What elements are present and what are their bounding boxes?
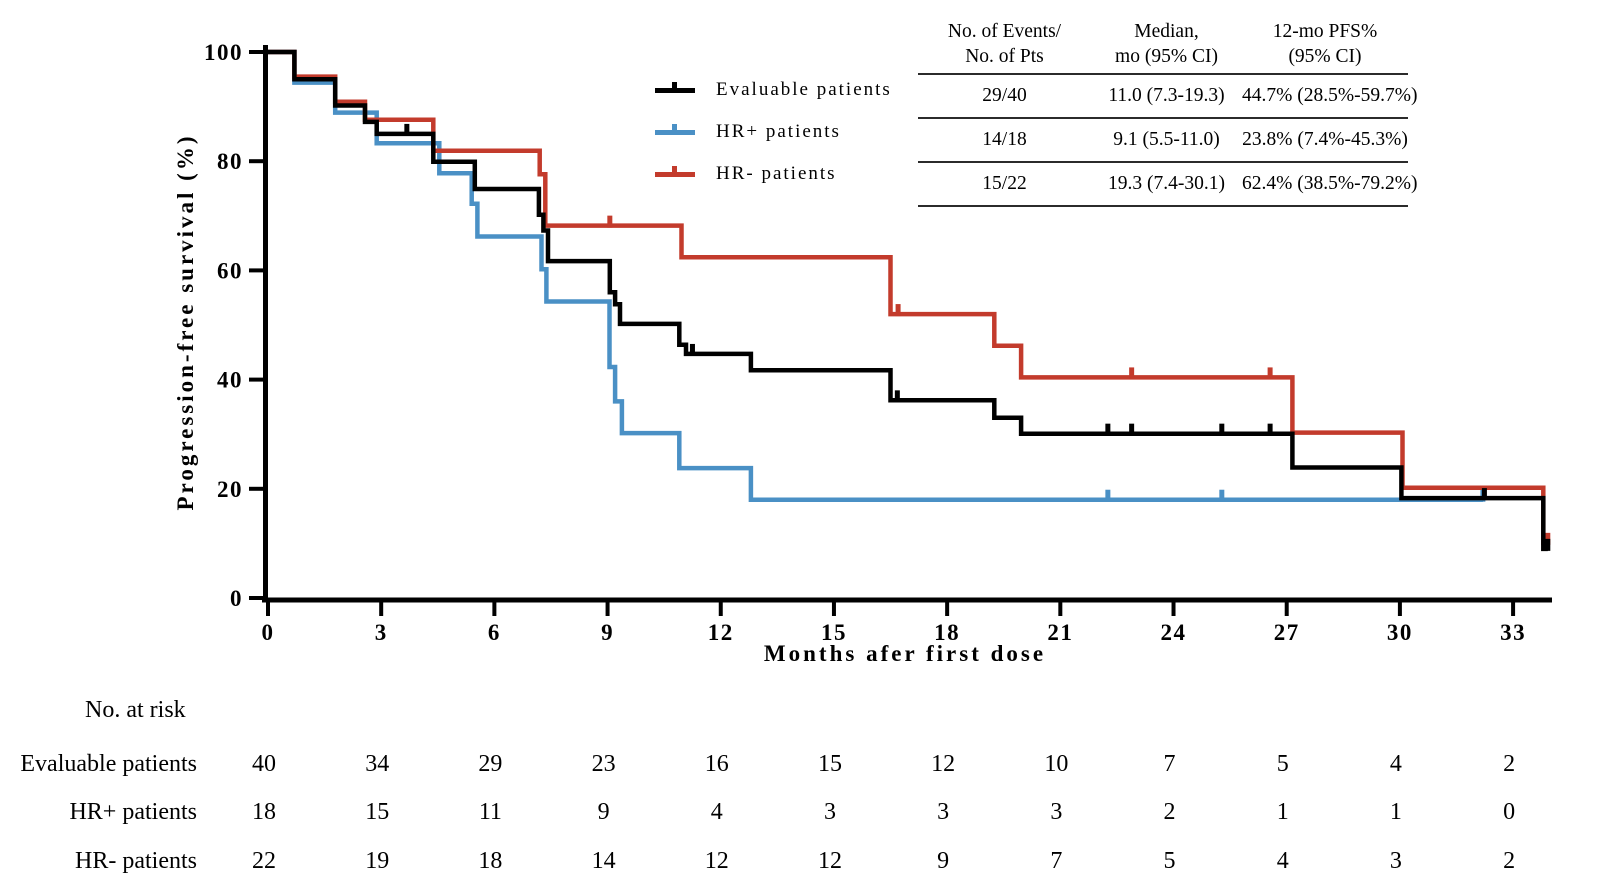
risk-value: 29 <box>478 751 503 777</box>
y-tick-label: 0 <box>230 586 243 611</box>
legend-label: Evaluable patients <box>716 79 892 100</box>
stats-row-evaluable: 29/40 11.0 (7.3-19.3) 44.7% (28.5%-59.7%… <box>918 75 1417 119</box>
survival-curve-evaluable <box>268 49 1548 552</box>
legend-item-evaluable: Evaluable patients <box>655 78 892 102</box>
survival-curve-hr-minus <box>268 49 1548 546</box>
stats-table-header: No. of Events/ No. of Pts Median, mo (95… <box>918 20 1408 75</box>
x-tick-label: 9 <box>601 620 614 645</box>
legend-label: HR- patients <box>716 163 837 184</box>
hr-minus-line-swatch-icon <box>655 165 695 177</box>
x-tick-label: 12 <box>708 620 734 645</box>
risk-value: 16 <box>704 751 729 777</box>
risk-value: 4 <box>1389 751 1402 777</box>
x-tick-label: 27 <box>1274 620 1300 645</box>
risk-value: 10 <box>1044 751 1069 777</box>
x-tick-label: 3 <box>375 620 388 645</box>
risk-value: 4 <box>1276 848 1289 874</box>
stats-row-hr-plus: 14/18 9.1 (5.5-11.0) 23.8% (7.4%-45.3%) <box>918 119 1408 163</box>
hr-plus-line-swatch-icon <box>655 123 695 135</box>
x-tick-label: 30 <box>1387 620 1413 645</box>
stats-table: No. of Events/ No. of Pts Median, mo (95… <box>918 20 1417 207</box>
risk-value: 3 <box>823 799 836 825</box>
risk-value: 19 <box>365 848 390 874</box>
risk-value: 5 <box>1163 848 1176 874</box>
risk-value: 18 <box>252 799 276 825</box>
risk-value: 18 <box>478 848 503 874</box>
risk-value: 2 <box>1503 751 1516 777</box>
stats-col-pfs12: 12-mo PFS% (95% CI) <box>1272 21 1378 67</box>
risk-value: 2 <box>1163 799 1176 825</box>
survival-curve-hr-plus <box>268 49 1483 502</box>
risk-value: 12 <box>704 848 729 874</box>
evaluable-line-swatch-icon <box>655 81 695 93</box>
risk-value: 40 <box>252 751 276 777</box>
risk-value: 22 <box>252 848 276 874</box>
x-tick-label: 33 <box>1500 620 1526 645</box>
risk-value: 7 <box>1163 751 1176 777</box>
y-tick-label: 80 <box>217 149 243 174</box>
x-axis-title: Months afer first dose <box>763 641 1047 666</box>
risk-value: 1 <box>1276 799 1289 825</box>
x-tick-label: 18 <box>934 620 960 645</box>
risk-table-title: No. at risk <box>85 697 186 723</box>
y-axis-title: Progression-free survival (%) <box>173 133 198 511</box>
x-tick-label: 21 <box>1047 620 1073 645</box>
risk-value: 12 <box>931 751 956 777</box>
risk-value: 9 <box>937 848 950 874</box>
x-tick-label: 24 <box>1161 620 1187 645</box>
x-tick-label: 15 <box>821 620 847 645</box>
risk-value: 11 <box>478 799 502 825</box>
legend-item-hr-plus: HR+ patients <box>655 120 892 144</box>
y-tick-label: 40 <box>217 368 243 393</box>
y-tick-label: 20 <box>217 477 243 502</box>
risk-value: 1 <box>1389 799 1402 825</box>
risk-value: 2 <box>1503 848 1516 874</box>
risk-value: 3 <box>1389 848 1402 874</box>
risk-value: 9 <box>597 799 610 825</box>
x-tick-label: 0 <box>262 620 275 645</box>
y-tick-label: 60 <box>217 258 243 283</box>
risk-row-label-hr-plus: HR+ patients <box>69 799 197 825</box>
risk-value: 23 <box>591 751 616 777</box>
legend-item-hr-minus: HR- patients <box>655 162 892 186</box>
stats-col-median: Median, mo (95% CI) <box>1115 21 1218 67</box>
y-tick-label: 100 <box>204 40 243 65</box>
risk-value: 7 <box>1050 848 1063 874</box>
risk-row-label-evaluable: Evaluable patients <box>20 751 197 777</box>
x-tick-label: 6 <box>488 620 501 645</box>
risk-value: 3 <box>1050 799 1063 825</box>
risk-value: 4 <box>710 799 723 825</box>
legend: Evaluable patients HR+ patients HR- pati… <box>655 78 892 204</box>
risk-value: 5 <box>1276 751 1289 777</box>
risk-value: 12 <box>817 848 842 874</box>
legend-label: HR+ patients <box>716 121 841 142</box>
stats-col-events: No. of Events/ No. of Pts <box>947 21 1062 67</box>
risk-row-label-hr-minus: HR- patients <box>75 848 197 874</box>
risk-value: 15 <box>817 751 842 777</box>
risk-value: 15 <box>365 799 390 825</box>
risk-value: 34 <box>365 751 390 777</box>
risk-value: 3 <box>937 799 950 825</box>
stats-row-hr-minus: 15/22 19.3 (7.4-30.1) 62.4% (38.5%-79.2%… <box>918 163 1417 207</box>
risk-value: 0 <box>1503 799 1516 825</box>
risk-value: 14 <box>591 848 616 874</box>
